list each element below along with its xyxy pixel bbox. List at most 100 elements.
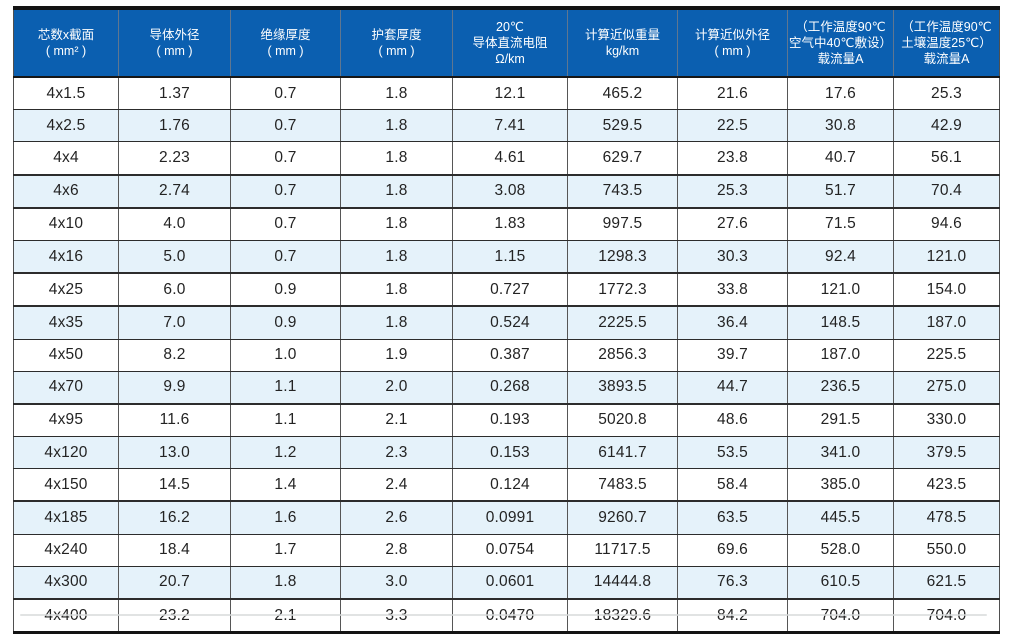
column-header-conductor-outer-diameter: 导体外径 ( mm ) [118,8,231,78]
spec-value-cell: 9.9 [118,371,231,405]
spec-value-cell: 1.8 [340,273,453,308]
spec-value-cell: 30.3 [677,240,788,275]
spec-value-cell: 44.7 [677,371,788,405]
header-line: 计算近似外径 [694,28,770,42]
spec-value-cell: 0.7 [230,141,341,176]
column-header-ampacity-air: （工作温度90℃ 空气中40℃敷设） 载流量A [787,8,894,78]
spec-value-cell: 8.2 [118,339,231,372]
spec-value-cell: 56.1 [893,141,1000,176]
spec-value-cell: 0.0601 [452,566,568,600]
spec-value-cell: 225.5 [893,339,1000,372]
spec-value-cell: 14444.8 [567,566,678,600]
spec-value-cell: 1.15 [452,240,568,275]
header-line: 绝缘厚度 [260,28,311,42]
header-line: ( mm ) [156,44,193,58]
header-line: ( mm ) [378,44,415,58]
cable-spec-page: 芯数x截面 ( mm² ) 导体外径 ( mm ) 绝缘厚度 ( mm ) 护套厚度 ( mm… [13,6,1000,634]
spec-value-cell: 1.0 [230,339,341,372]
spec-value-cell: 2.1 [340,403,453,438]
spec-size-cell: 4x16 [13,240,119,275]
spec-value-cell: 1.8 [340,77,453,111]
header-line: 计算近似重量 [584,28,660,42]
spec-size-cell: 4x6 [13,174,119,209]
spec-value-cell: 21.6 [677,77,788,111]
column-header-ampacity-soil: （工作温度90℃ 土壤温度25℃） 载流量A [893,8,1000,78]
spec-value-cell: 0.0754 [452,534,568,567]
spec-value-cell: 1.8 [230,566,341,600]
spec-value-cell: 1.8 [340,141,453,176]
table-row: 4x35 7.0 0.9 1.8 0.524 2225.5 36.4 148.5 187.0 [13,306,1000,340]
spec-value-cell: 1.1 [230,371,341,405]
spec-value-cell: 2.4 [340,468,453,503]
spec-size-cell: 4x120 [13,436,119,470]
spec-value-cell: 2856.3 [567,339,678,372]
table-row: 4x185 16.2 1.6 2.6 0.0991 9260.7 63.5 445.5 478.… [13,501,1000,535]
spec-value-cell: 39.7 [677,339,788,372]
spec-size-cell: 4x300 [13,566,119,600]
header-line: ( mm ) [267,44,304,58]
spec-value-cell: 529.5 [567,109,678,143]
spec-value-cell: 2.3 [340,436,453,470]
table-row: 4x6 2.74 0.7 1.8 3.08 743.5 25.3 51.7 70.4 [13,174,1000,209]
spec-value-cell: 0.727 [452,273,568,308]
spec-value-cell: 27.6 [677,207,788,241]
spec-value-cell: 1.8 [340,174,453,209]
spec-value-cell: 1.83 [452,207,568,241]
cable-spec-table: 芯数x截面 ( mm² ) 导体外径 ( mm ) 绝缘厚度 ( mm ) 护套厚度 ( mm… [13,6,1000,634]
spec-value-cell: 33.8 [677,273,788,308]
column-header-approx-weight: 计算近似重量 kg/km [567,8,678,78]
spec-value-cell: 48.6 [677,403,788,438]
spec-value-cell: 379.5 [893,436,1000,470]
spec-size-cell: 4x10 [13,207,119,241]
spec-value-cell: 1.76 [118,109,231,143]
spec-value-cell: 1.1 [230,403,341,438]
header-line: （工作温度90℃ [901,20,992,34]
header-line: kg/km [605,44,640,58]
table-row: 4x4 2.23 0.7 1.8 4.61 629.7 23.8 40.7 56.1 [13,141,1000,176]
spec-value-cell: 2.23 [118,141,231,176]
spec-value-cell: 70.4 [893,174,1000,209]
spec-value-cell: 1.6 [230,501,341,535]
spec-value-cell: 3.0 [340,566,453,600]
spec-value-cell: 1.4 [230,468,341,503]
spec-value-cell: 63.5 [677,501,788,535]
header-line: 导体直流电阻 [472,36,548,50]
spec-value-cell: 187.0 [893,306,1000,340]
spec-value-cell: 2.0 [340,371,453,405]
header-line: 载流量A [817,52,864,66]
spec-size-cell: 4x35 [13,306,119,340]
header-line: Ω/km [495,52,525,66]
spec-value-cell: 187.0 [787,339,894,372]
spec-value-cell: 92.4 [787,240,894,275]
spec-size-cell: 4x2.5 [13,109,119,143]
spec-size-cell: 4x4 [13,141,119,176]
spec-size-cell: 4x240 [13,534,119,567]
spec-value-cell: 0.153 [452,436,568,470]
header-row: 芯数x截面 ( mm² ) 导体外径 ( mm ) 绝缘厚度 ( mm ) 护套厚度 ( mm… [13,8,1000,78]
spec-value-cell: 2.8 [340,534,453,567]
spec-value-cell: 69.6 [677,534,788,567]
spec-value-cell: 148.5 [787,306,894,340]
spec-value-cell: 18.4 [118,534,231,567]
spec-value-cell: 423.5 [893,468,1000,503]
spec-size-cell: 4x50 [13,339,119,372]
spec-value-cell: 7.41 [452,109,568,143]
header-line: ( mm² ) [45,44,87,58]
table-row: 4x50 8.2 1.0 1.9 0.387 2856.3 39.7 187.0 225.5 [13,339,1000,372]
spec-value-cell: 20.7 [118,566,231,600]
spec-value-cell: 445.5 [787,501,894,535]
spec-value-cell: 76.3 [677,566,788,600]
spec-value-cell: 94.6 [893,207,1000,241]
spec-value-cell: 0.524 [452,306,568,340]
spec-value-cell: 121.0 [893,240,1000,275]
header-line: 导体外径 [149,28,200,42]
spec-value-cell: 550.0 [893,534,1000,567]
header-line: 20℃ [496,20,524,34]
spec-value-cell: 341.0 [787,436,894,470]
table-row: 4x25 6.0 0.9 1.8 0.727 1772.3 33.8 121.0 154.0 [13,273,1000,308]
spec-value-cell: 7483.5 [567,468,678,503]
table-row: 4x16 5.0 0.7 1.8 1.15 1298.3 30.3 92.4 121.0 [13,240,1000,275]
spec-value-cell: 40.7 [787,141,894,176]
column-header-approx-outer-diameter: 计算近似外径 ( mm ) [677,8,788,78]
header-line: （工作温度90℃ [795,20,886,34]
